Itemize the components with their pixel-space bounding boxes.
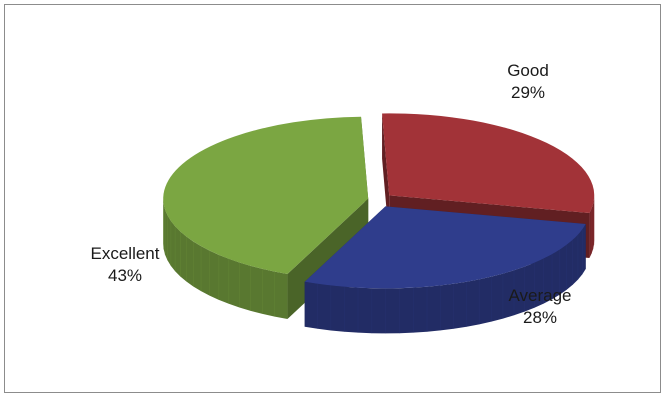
pie-chart — [163, 113, 595, 334]
pie-tops — [163, 113, 595, 289]
slice-name-excellent: Excellent — [90, 244, 160, 263]
slice-percent-good: 29% — [510, 83, 546, 102]
slice-label-excellent: Excellent 43% — [80, 243, 170, 287]
slice-name-good: Good — [507, 61, 549, 80]
slice-percent-average: 28% — [522, 308, 558, 327]
slice-label-good: Good 29% — [493, 60, 563, 104]
slice-rim-excellent — [163, 198, 288, 320]
slice-top-good — [382, 113, 595, 213]
slice-percent-excellent: 43% — [107, 266, 143, 285]
slice-top-excellent — [163, 116, 369, 275]
slice-label-average: Average 28% — [495, 285, 585, 329]
slice-name-average: Average — [508, 286, 572, 305]
slice-top-average — [304, 206, 586, 289]
chart-frame: Good 29% Average 28% Excellent 43% — [4, 4, 661, 393]
slice-rim-average — [304, 224, 586, 334]
